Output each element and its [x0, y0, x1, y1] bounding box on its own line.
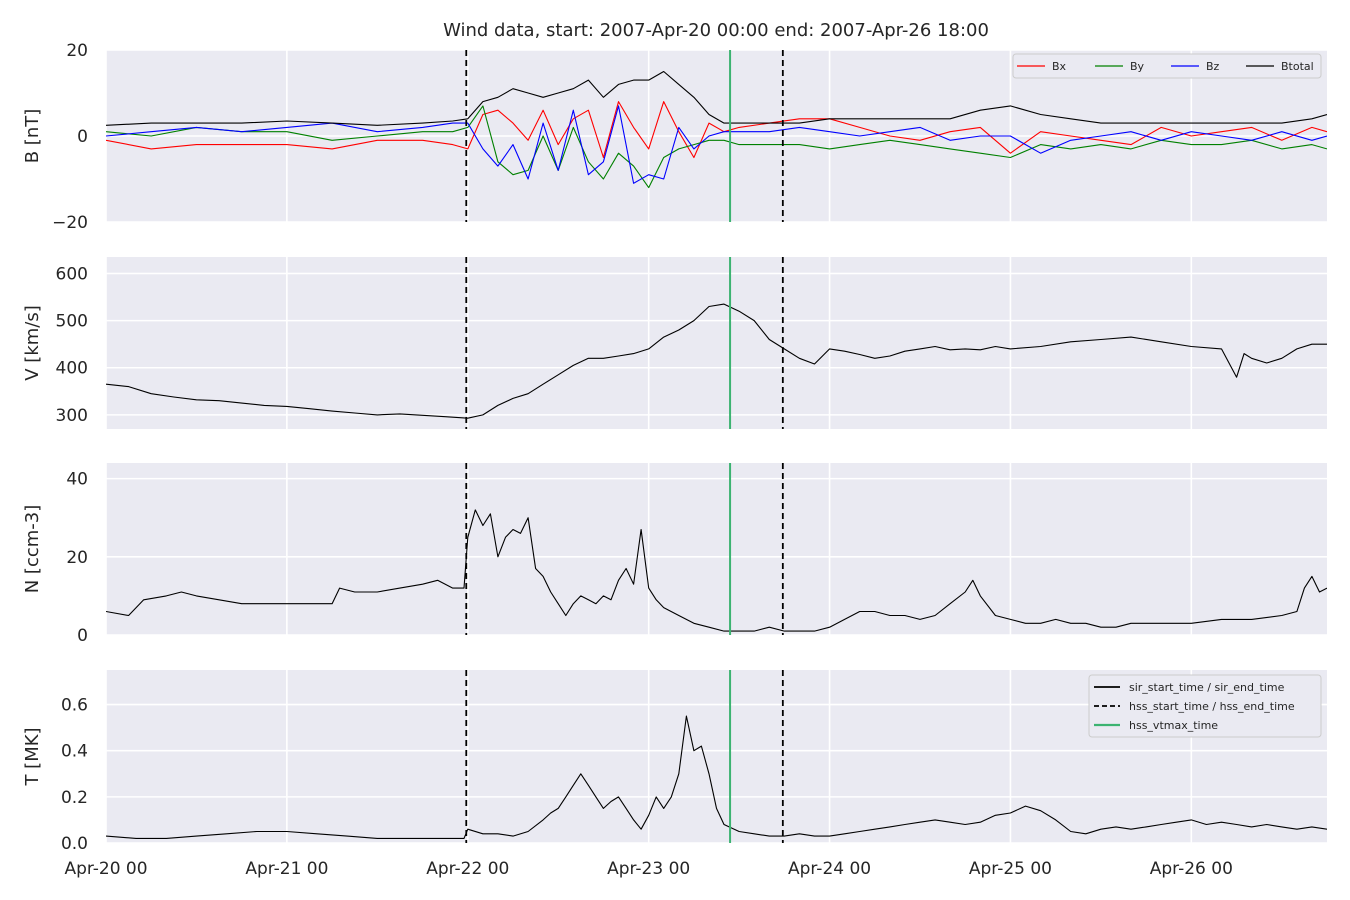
y-tick-label: 0	[77, 626, 88, 646]
legend-b-panel: Bx By Bz Btotal	[1012, 53, 1322, 79]
y-tick-label: −20	[52, 213, 88, 233]
series-line-by	[106, 105, 1327, 189]
x-tick-label: Apr-20 00	[64, 859, 147, 879]
x-tick-label: Apr-24 00	[788, 859, 871, 879]
y-axis-label: N [ccm-3]	[22, 505, 43, 594]
legend-entry: Bx	[1017, 60, 1067, 73]
y-tick-label: 0	[77, 127, 88, 147]
plot-area	[106, 50, 1327, 222]
legend-frame	[1088, 674, 1322, 738]
x-tick-label: Apr-22 00	[426, 859, 509, 879]
legend-label: Bx	[1052, 60, 1067, 73]
legend-entry: hss_start_time / hss_end_time	[1094, 700, 1295, 713]
series-line-bx	[106, 101, 1327, 159]
legend-entry: Bz	[1171, 60, 1220, 73]
y-tick-label: 0.2	[61, 788, 88, 808]
x-tick-label: Apr-26 00	[1150, 859, 1233, 879]
panel-background	[106, 257, 1327, 429]
plot-area	[106, 670, 1327, 843]
y-tick-label: 600	[56, 264, 88, 284]
legend-label: hss_vtmax_time	[1129, 719, 1218, 732]
legend-t-panel: sir_start_time / sir_end_time hss_start_t…	[1088, 674, 1322, 738]
y-axis-label: B [nT]	[22, 109, 43, 164]
y-tick-label: 300	[56, 406, 88, 426]
panel-4: 0.0 0.2 0.4 0.6 T [MK]	[22, 670, 1327, 854]
y-tick-label: 500	[56, 312, 88, 332]
panels-group: −20 0 20 B [nT] 300 400 500 600 V [km/s] 0 20 40 N […	[22, 41, 1327, 854]
legend-label: Btotal	[1281, 60, 1314, 73]
x-axis: Apr-20 00 Apr-21 00 Apr-22 00 Apr-23 00 Apr-…	[64, 859, 1232, 879]
panel-1: −20 0 20 B [nT]	[22, 41, 1327, 233]
y-tick-label: 0.6	[61, 696, 88, 716]
y-tick-label: 400	[56, 359, 88, 379]
y-tick-label: 20	[66, 41, 88, 61]
x-tick-label: Apr-25 00	[969, 859, 1052, 879]
x-tick-label: Apr-21 00	[245, 859, 328, 879]
legend-label: hss_start_time / hss_end_time	[1129, 700, 1295, 713]
series-line-data	[106, 715, 1327, 839]
plot-area	[106, 463, 1327, 635]
y-axis-label: T [MK]	[22, 727, 43, 786]
legend-frame	[1012, 53, 1322, 79]
series-line-data	[106, 303, 1327, 419]
chart-title: Wind data, start: 2007-Apr-20 00:00 end:…	[443, 20, 989, 41]
x-tick-label: Apr-23 00	[607, 859, 690, 879]
series-line-btotal	[106, 70, 1327, 126]
y-tick-label: 20	[66, 548, 88, 568]
legend-entry: Btotal	[1246, 60, 1314, 73]
y-tick-label: 0.4	[61, 742, 88, 762]
panel-background	[106, 463, 1327, 635]
legend-entry: By	[1095, 60, 1145, 73]
legend-entry: sir_start_time / sir_end_time	[1094, 681, 1285, 694]
y-tick-label: 40	[66, 470, 88, 490]
legend-label: By	[1130, 60, 1145, 73]
y-axis-label: V [km/s]	[22, 305, 43, 380]
legend-entry: hss_vtmax_time	[1094, 719, 1218, 732]
y-tick-label: 0.0	[61, 834, 88, 854]
legend-label: Bz	[1206, 60, 1220, 73]
series-line-bz	[106, 105, 1327, 184]
legend-label: sir_start_time / sir_end_time	[1129, 681, 1285, 694]
series-line-data	[106, 509, 1327, 632]
plot-area	[106, 257, 1327, 429]
panel-3: 0 20 40 N [ccm-3]	[22, 463, 1327, 646]
panel-2: 300 400 500 600 V [km/s]	[22, 257, 1327, 429]
legends-group: Bx By Bz Btotal sir_start_time / sir_end_tim…	[1012, 53, 1322, 738]
